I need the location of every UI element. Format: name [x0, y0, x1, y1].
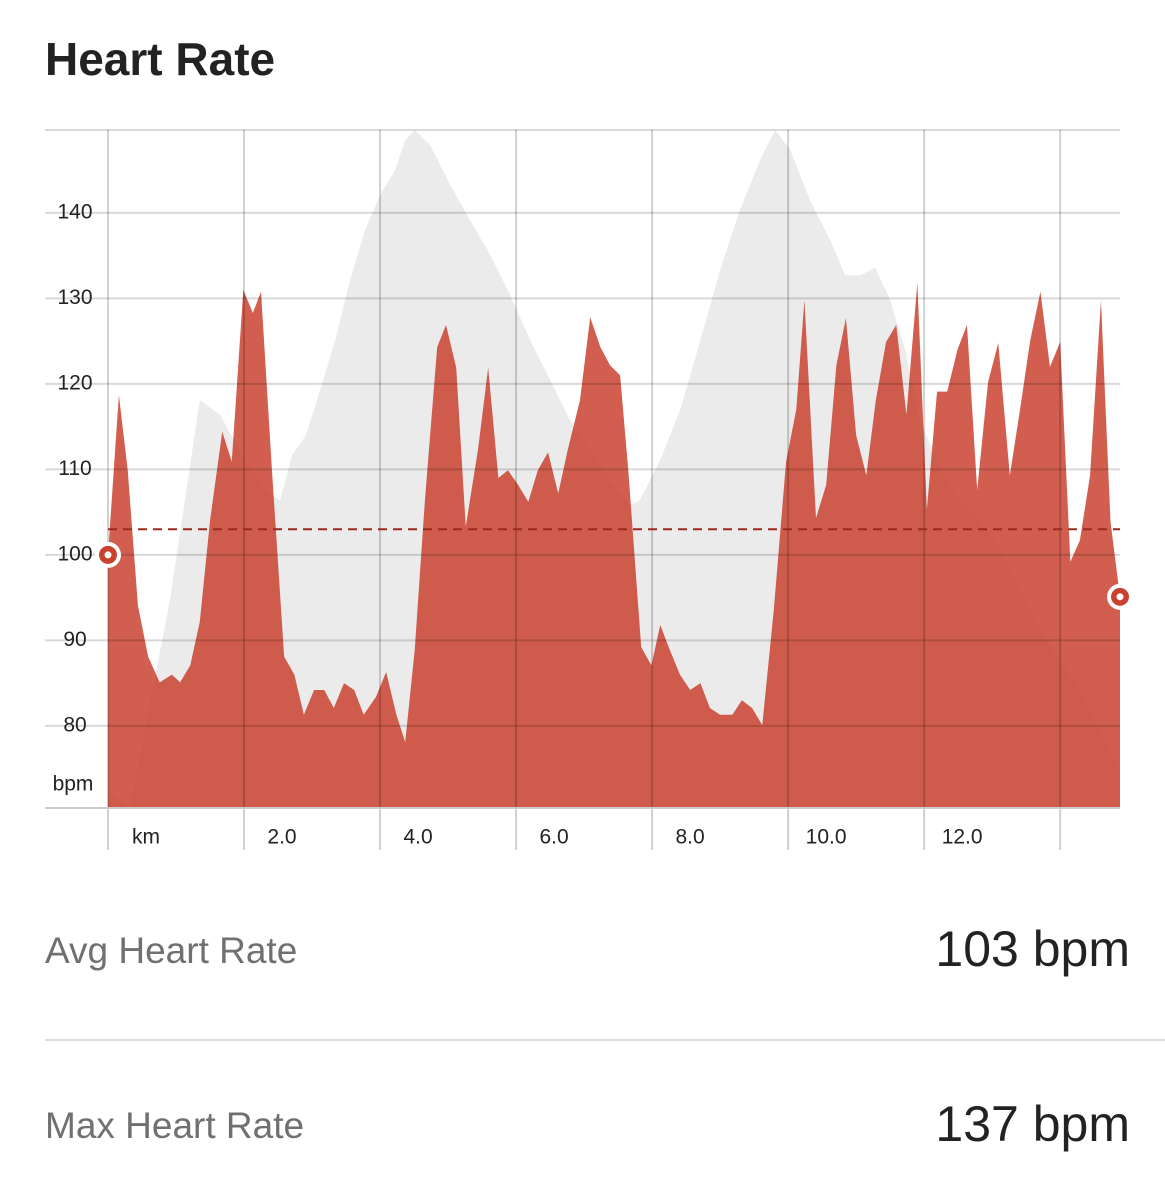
- x-tick-label: 2.0: [267, 826, 296, 849]
- title: Heart Rate: [45, 33, 275, 85]
- stat-label: Max Heart Rate: [45, 1105, 304, 1146]
- x-tick-label: 12.0: [942, 826, 983, 849]
- end-marker: [95, 541, 121, 568]
- x-tick-label: km: [132, 826, 160, 849]
- x-tick-label: 10.0: [806, 826, 847, 849]
- stat-value: 103 bpm: [935, 921, 1130, 977]
- y-tick-label: 100: [57, 542, 92, 565]
- area: [108, 283, 1120, 808]
- stat-value: 137 bpm: [935, 1096, 1130, 1152]
- y-tick-label: 80: [63, 713, 86, 736]
- marker-dot: [1116, 593, 1124, 601]
- y-tick-label: 120: [57, 371, 92, 394]
- y-tick-label: 90: [63, 628, 86, 651]
- y-unit: bpm: [53, 773, 94, 796]
- stat-label: Avg Heart Rate: [45, 930, 297, 971]
- x-tick-label: 8.0: [675, 826, 704, 849]
- x-tick-label: 6.0: [539, 826, 568, 849]
- y-tick-label: 140: [57, 200, 92, 223]
- plot: 80 90 100 110 120 130 140 bpm km 2.0 4.0 6.0 8.0 10.0…: [45, 129, 1133, 850]
- x-tick-label: 4.0: [403, 826, 432, 849]
- y-tick-label: 110: [58, 457, 91, 480]
- end-marker: [1107, 583, 1133, 610]
- y-tick-label: 130: [57, 286, 92, 309]
- marker-dot: [104, 551, 112, 559]
